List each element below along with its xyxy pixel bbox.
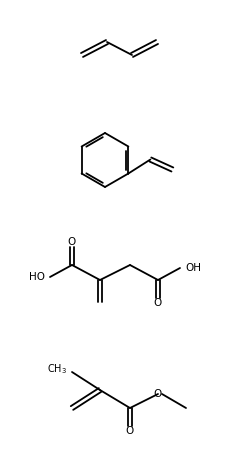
Text: O: O: [126, 426, 134, 436]
Text: O: O: [154, 298, 162, 308]
Text: O: O: [68, 237, 76, 247]
Text: OH: OH: [185, 263, 201, 273]
Text: CH$_3$: CH$_3$: [47, 362, 67, 376]
Text: HO: HO: [29, 272, 45, 282]
Text: O: O: [154, 389, 162, 399]
